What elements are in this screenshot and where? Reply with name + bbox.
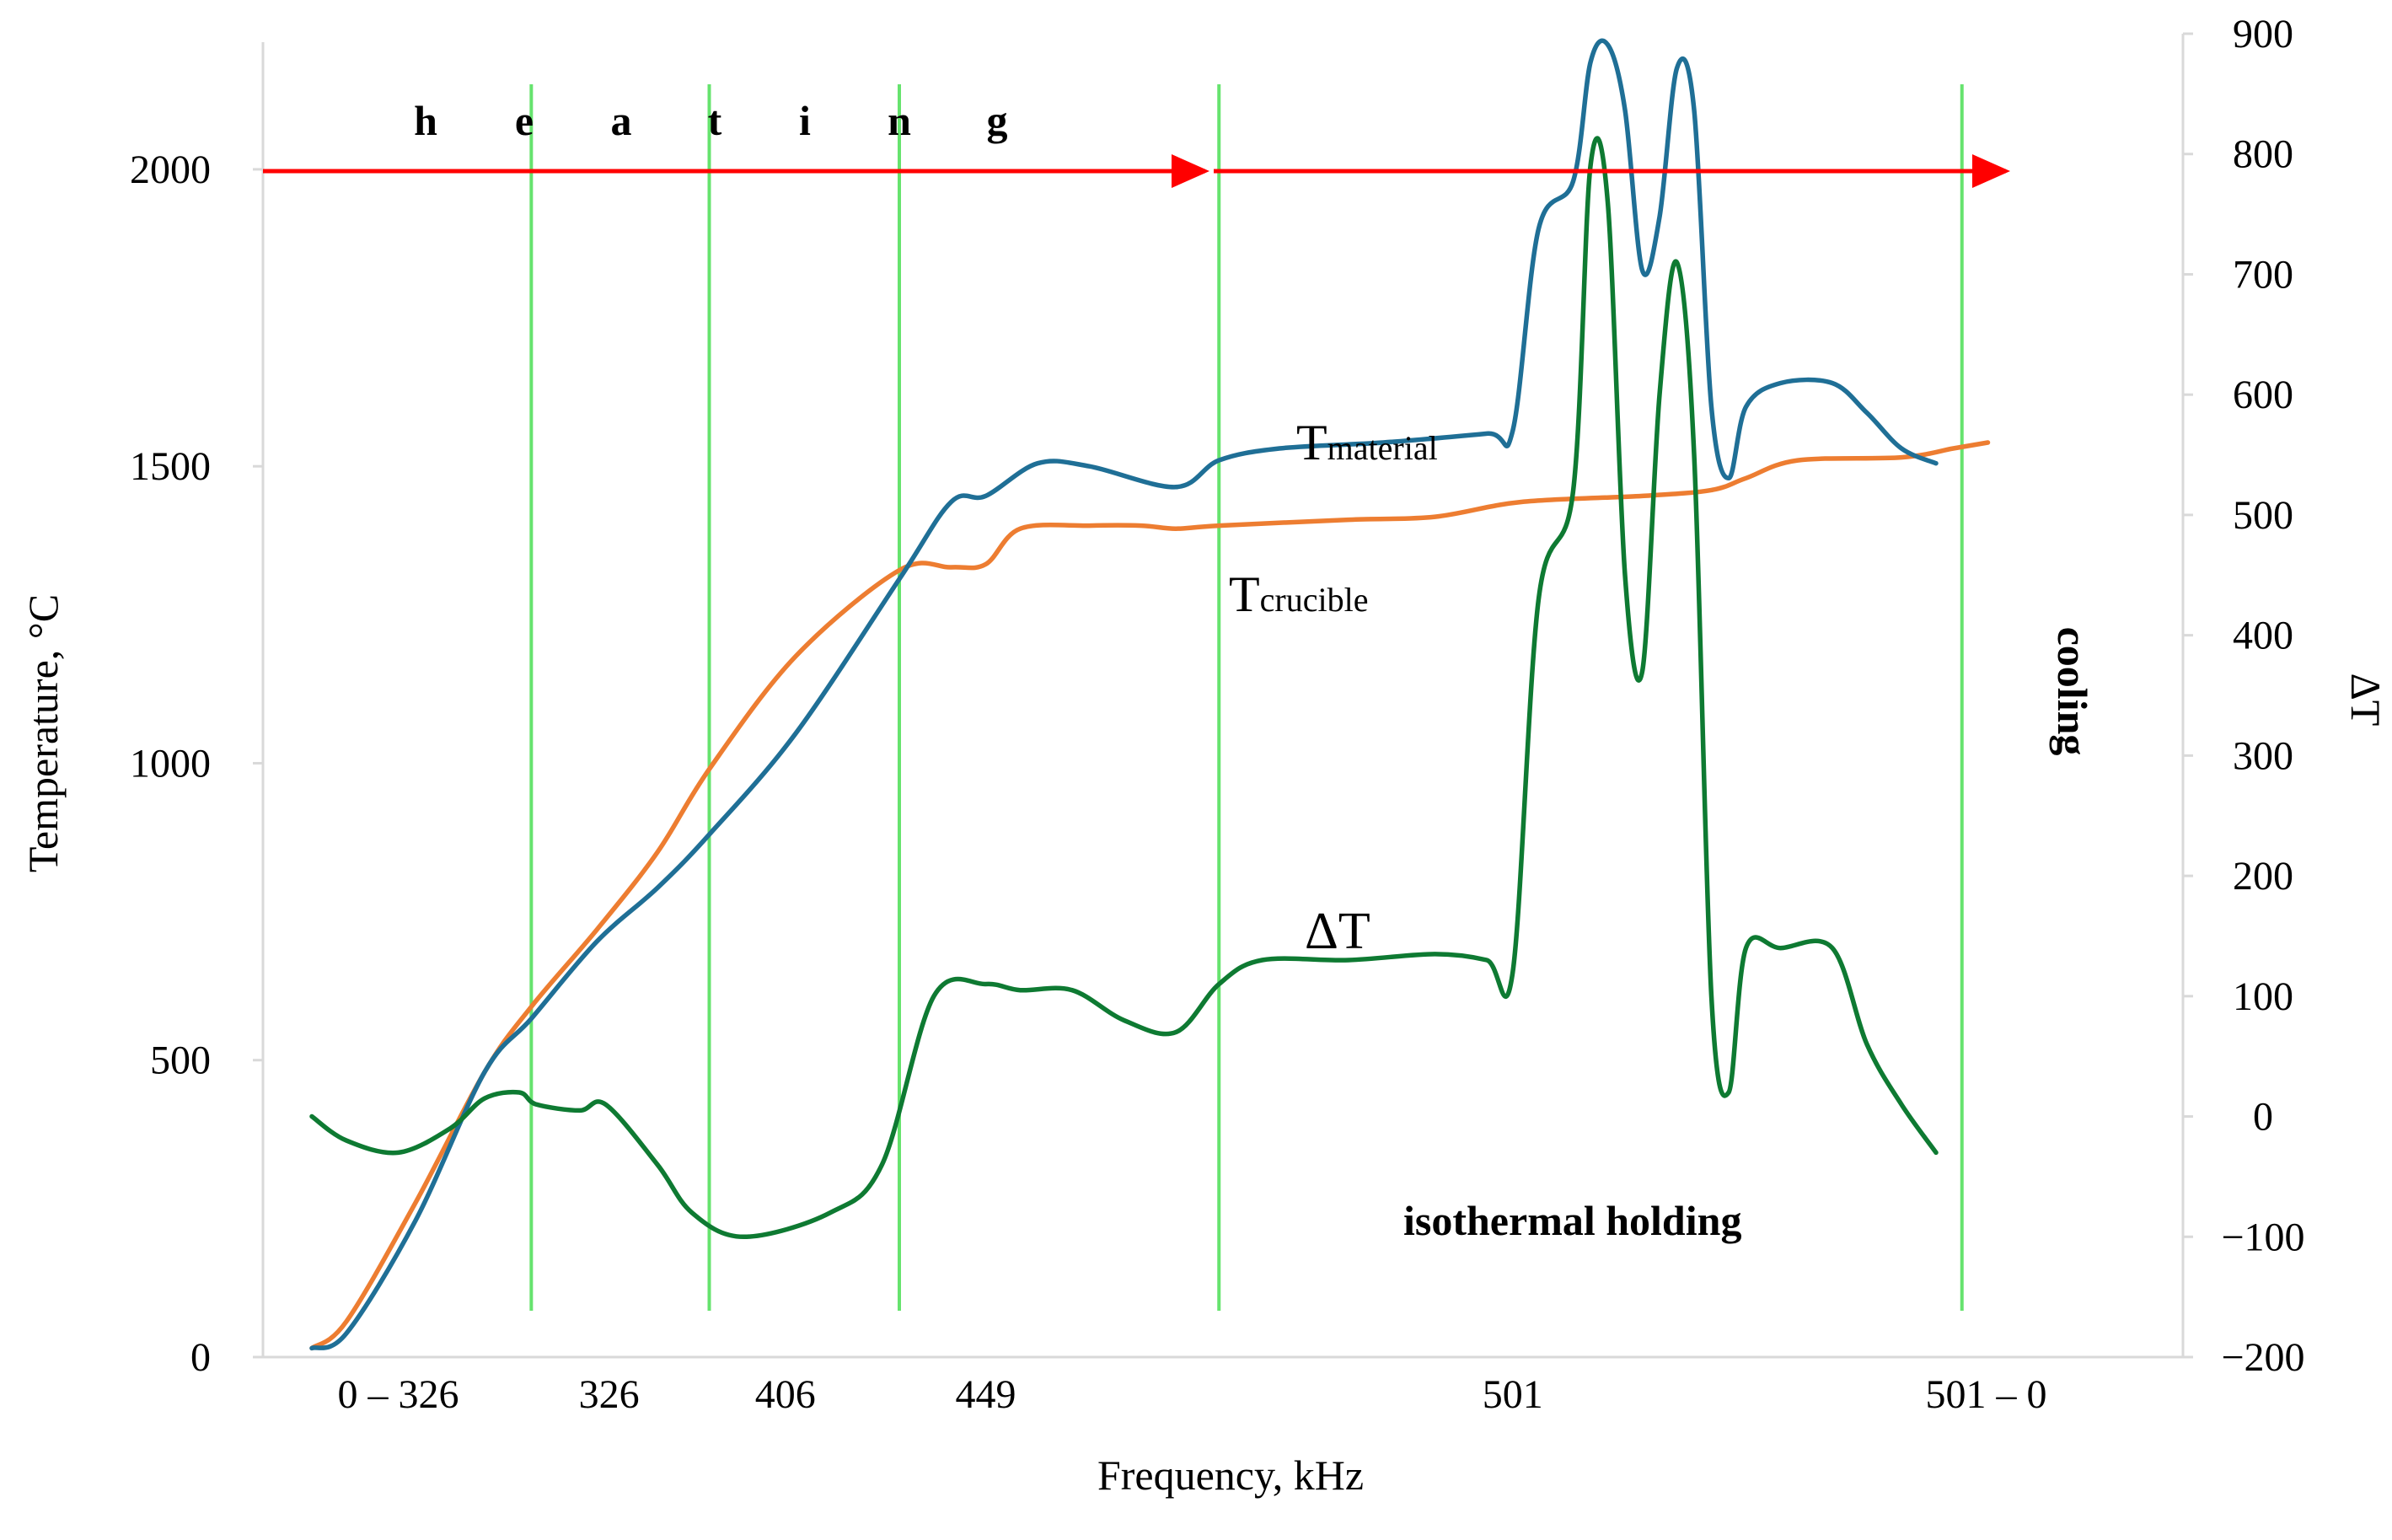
heating-letter: e xyxy=(515,97,534,144)
heating-letter: n xyxy=(888,97,911,144)
label-tcrucible-sub: crucible xyxy=(1260,581,1369,619)
x-category-label: 501 xyxy=(1483,1372,1543,1417)
y2-axis-title: ΔT xyxy=(2342,673,2389,727)
heating-letter: a xyxy=(611,97,632,144)
label-delta-t: ΔT xyxy=(1305,903,1370,960)
label-tcrucible: Tcrucible xyxy=(1229,566,1368,622)
series-line-tmaterial xyxy=(309,38,1939,1351)
y2-tick-label: −100 xyxy=(2221,1215,2304,1259)
y-tick-label: 1000 xyxy=(130,741,211,786)
y2-tick-label: 300 xyxy=(2233,733,2293,778)
x-axis-title: Frequency, kHz xyxy=(1097,1451,1364,1499)
y-tick-label: 500 xyxy=(150,1038,211,1083)
heating-letter: g xyxy=(987,97,1008,144)
y2-tick-label: 200 xyxy=(2233,854,2293,899)
y2-tick-label: 900 xyxy=(2233,12,2293,56)
phase-boundary-lines xyxy=(529,84,1964,1311)
heating-letter: t xyxy=(708,97,722,144)
label-tcrucible-main: T xyxy=(1229,566,1260,622)
label-tmaterial-main: T xyxy=(1296,415,1327,470)
x-category-label: 501 – 0 xyxy=(1925,1372,2046,1417)
series-line-tcrucible xyxy=(309,440,1991,1351)
series-line-t xyxy=(309,136,1939,1240)
y2-tick-label: −200 xyxy=(2221,1335,2304,1380)
axes-frame xyxy=(261,34,2185,1359)
y-tick-label: 0 xyxy=(190,1335,211,1380)
x-category-label: 449 xyxy=(956,1372,1016,1417)
y-tick-label: 2000 xyxy=(130,148,211,192)
left-axis-ticks: 0 500 1000 1500 2000 xyxy=(130,148,263,1380)
y2-tick-label: 800 xyxy=(2233,132,2293,177)
heating-letter: i xyxy=(799,97,811,144)
x-axis-category-labels: 0 – 326 326 406 449 501 501 – 0 xyxy=(338,1372,2047,1417)
label-tmaterial-sub: material xyxy=(1327,429,1438,467)
y2-tick-label: 100 xyxy=(2233,974,2293,1019)
y2-tick-label: 0 xyxy=(2253,1095,2273,1140)
heating-letter: h xyxy=(414,97,437,144)
x-category-label: 406 xyxy=(755,1372,816,1417)
y-tick-label: 1500 xyxy=(130,444,211,489)
right-axis-ticks: −200 −100 0 100 200 300 400 500 600 700 800 900 xyxy=(2183,12,2305,1380)
y2-tick-label: 500 xyxy=(2233,493,2293,538)
isothermal-holding-label: isothermal holding xyxy=(1403,1197,1741,1244)
y2-tick-label: 400 xyxy=(2233,614,2293,658)
x-category-label: 0 – 326 xyxy=(338,1372,459,1417)
y2-tick-label: 600 xyxy=(2233,373,2293,417)
x-category-label: 326 xyxy=(579,1372,640,1417)
series-layer xyxy=(309,38,1991,1351)
cooling-label: cooling xyxy=(2049,627,2096,756)
y-axis-title: Temperature, °C xyxy=(19,594,67,872)
label-tmaterial: Tmaterial xyxy=(1296,415,1438,470)
y2-tick-label: 700 xyxy=(2233,252,2293,297)
